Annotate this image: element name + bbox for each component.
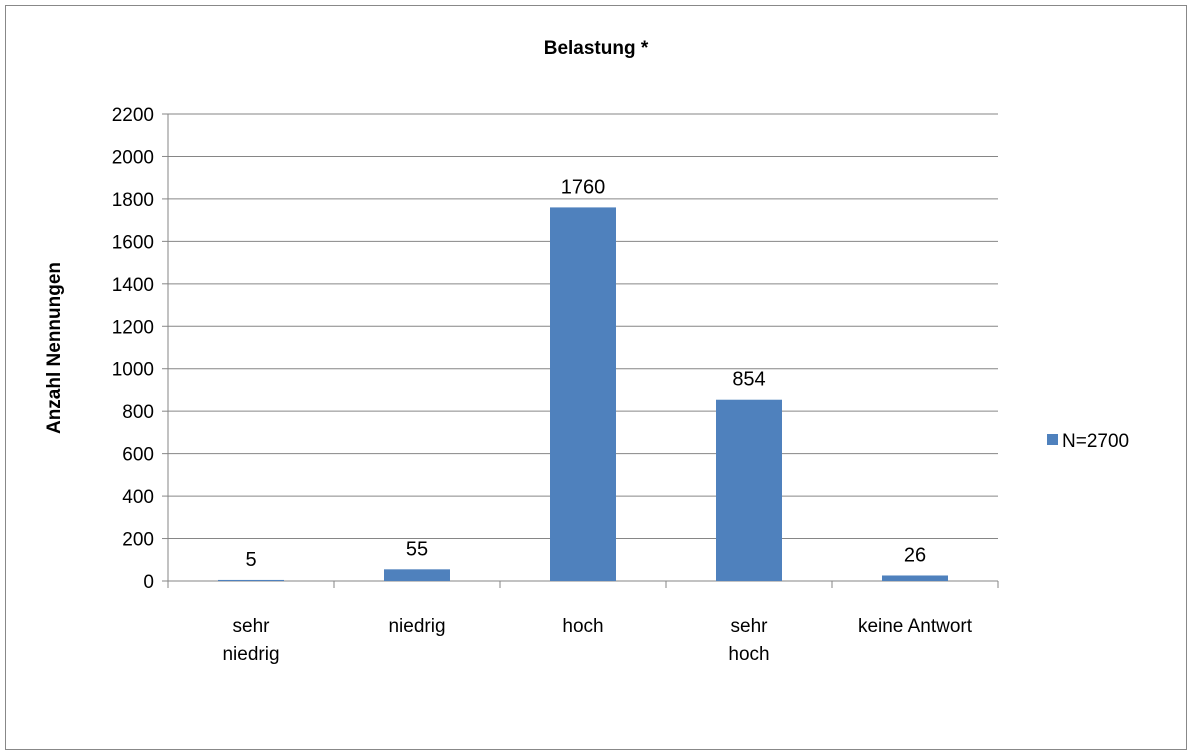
data-label: 5 bbox=[245, 549, 256, 571]
x-tick-label: sehr niedrig bbox=[222, 616, 279, 665]
y-tick-label: 1000 bbox=[112, 360, 154, 381]
x-tick-label: niedrig bbox=[388, 616, 445, 637]
data-label: 854 bbox=[732, 369, 765, 391]
y-tick-label: 400 bbox=[122, 487, 154, 508]
y-tick-label: 2200 bbox=[112, 105, 154, 126]
data-label: 1760 bbox=[561, 176, 606, 198]
bar bbox=[882, 575, 948, 581]
y-tick-label: 1400 bbox=[112, 275, 154, 296]
x-tick-label: hoch bbox=[562, 616, 603, 637]
chart-title: Belastung * bbox=[544, 38, 649, 59]
bar bbox=[384, 569, 450, 581]
y-axis-label: Anzahl Nennungen bbox=[44, 262, 65, 434]
y-tick-label: 1800 bbox=[112, 190, 154, 211]
bar bbox=[550, 207, 616, 581]
x-tick-label: sehr hoch bbox=[728, 616, 769, 665]
data-label: 26 bbox=[904, 544, 926, 566]
y-tick-label: 800 bbox=[122, 402, 154, 423]
bar bbox=[716, 399, 782, 581]
y-tick-label: 600 bbox=[122, 445, 154, 466]
legend-swatch bbox=[1047, 434, 1058, 445]
legend-label: N=2700 bbox=[1062, 431, 1129, 452]
y-tick-label: 200 bbox=[122, 530, 154, 551]
y-tick-label: 2000 bbox=[112, 147, 154, 168]
y-tick-label: 1600 bbox=[112, 232, 154, 253]
x-tick-label: keine Antwort bbox=[858, 616, 973, 637]
bar bbox=[218, 579, 284, 581]
y-tick-label: 1200 bbox=[112, 317, 154, 338]
y-tick-label: 0 bbox=[143, 572, 154, 593]
data-label: 55 bbox=[406, 538, 428, 560]
